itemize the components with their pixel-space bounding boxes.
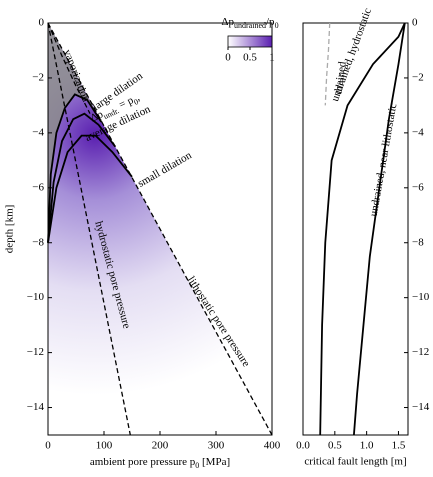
x-tick-label: 0.0: [296, 440, 310, 452]
x-tick-label: 1.5: [392, 440, 406, 452]
x-tick-label: 0.5: [328, 440, 342, 452]
curve-label: drained: [332, 60, 349, 95]
plot-frame: [302, 22, 409, 436]
text-part: [MPa]: [199, 456, 230, 468]
colorbar-label: Δpundrained/p0: [221, 16, 278, 31]
y-tick-label: 0: [39, 17, 45, 29]
curve: [47, 22, 91, 114]
y-tick-label: −12: [27, 346, 44, 358]
x-tick-label: 0: [45, 440, 51, 452]
y-tick-label: −12: [412, 346, 429, 358]
curve: [47, 22, 131, 436]
y-tick-label: −2: [412, 71, 424, 83]
curve-label: small dilation: [136, 149, 195, 190]
vapor-region: [48, 23, 102, 243]
y-tick-label: −6: [32, 181, 44, 193]
colorbar-tick-label: 1: [269, 52, 275, 64]
colorbar-tick-label: 0: [225, 52, 231, 64]
y-tick-label: 0: [412, 17, 418, 29]
y-tick-label: −4: [412, 126, 424, 138]
curve: [47, 134, 133, 243]
x-tick-label: 1.0: [360, 440, 374, 452]
x-tick-label: 400: [264, 440, 281, 452]
x-tick-label: 200: [152, 440, 169, 452]
text-part: Δp: [88, 108, 105, 124]
curve: [324, 22, 331, 106]
colorbar: [227, 35, 273, 48]
y-tick-label: −4: [32, 126, 44, 138]
y-tick-label: −8: [412, 236, 424, 248]
curve-label: undrained, hydrostatic: [329, 6, 374, 103]
text-part: undrained: [234, 21, 266, 30]
colorbar-tick-label: 0.5: [243, 52, 257, 64]
curve: [47, 93, 102, 243]
text-part: 0: [195, 461, 199, 470]
text-part: ambient pore pressure: [90, 456, 190, 468]
y-tick-label: −6: [412, 181, 424, 193]
text-part: p: [190, 456, 196, 468]
text-part: Δp: [221, 16, 234, 28]
y-tick-label: −8: [32, 236, 44, 248]
y-tick-label: −14: [412, 401, 430, 413]
curve: [47, 112, 116, 243]
y-tick-label: −10: [27, 291, 45, 303]
text-part: /p: [266, 16, 275, 28]
text-part: 0: [275, 21, 279, 30]
text-part: ,: [134, 91, 142, 103]
curve: [47, 22, 273, 436]
x-tick-label: 300: [208, 440, 225, 452]
y-axis-label: depth [km]: [4, 205, 16, 254]
x-axis-label: ambient pore pressure p0 [MPa]: [90, 456, 230, 471]
y-tick-label: −2: [32, 71, 44, 83]
y-tick-label: −10: [412, 291, 430, 303]
x-tick-label: 100: [96, 440, 113, 452]
curve-label: undrained, near lithostatic: [368, 102, 400, 217]
curve: [353, 22, 406, 436]
y-tick-label: −14: [27, 401, 45, 413]
x-axis-label: critical fault length [m]: [304, 456, 406, 468]
curve: [319, 22, 406, 436]
text-part: 0: [133, 97, 140, 107]
